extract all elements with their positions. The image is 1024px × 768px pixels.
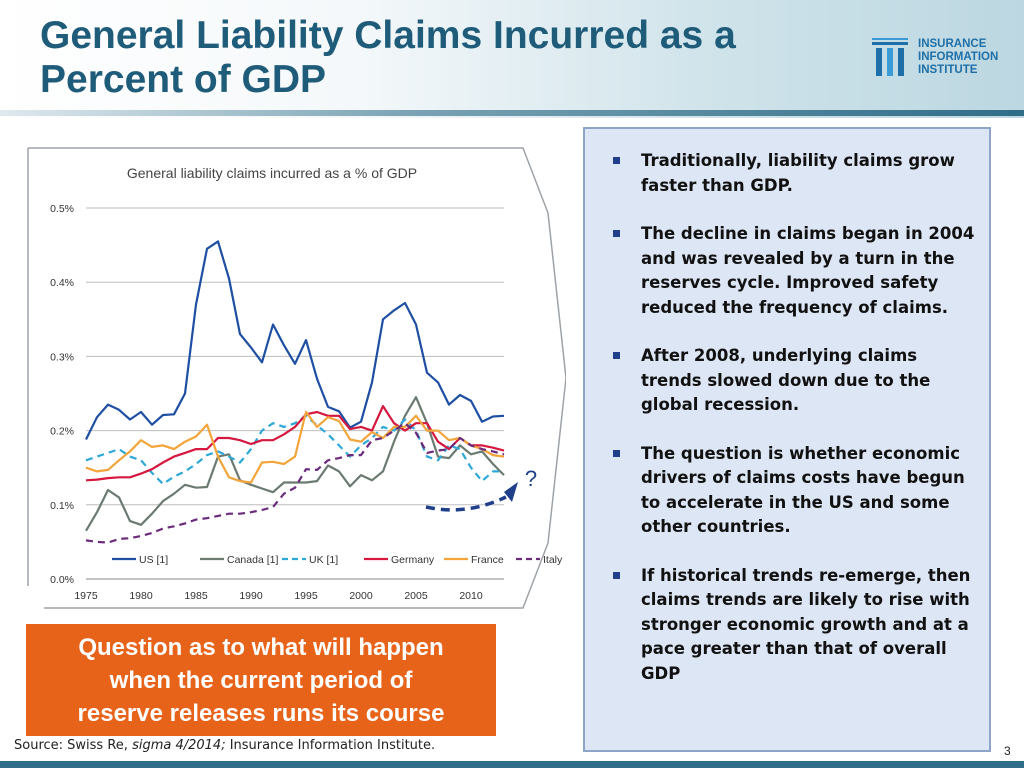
question-mark: ? [525, 466, 537, 491]
y-tick-label: 0.1% [50, 500, 74, 512]
question-callout: Question as to what will happen when the… [26, 624, 496, 736]
source-publication: sigma 4/2014; [132, 738, 226, 753]
x-tick-label: 1975 [74, 590, 98, 602]
bullet-square-icon [613, 157, 620, 164]
bullet-square-icon [613, 352, 620, 359]
legend-label: Germany [391, 554, 435, 566]
bullet-list: Traditionally, liability claims grow fas… [605, 149, 980, 710]
page-number: 3 [1004, 744, 1011, 758]
bullet-text: The decline in claims began in 2004 and … [641, 224, 975, 317]
projection-arrow [425, 495, 507, 512]
series-line [85, 396, 505, 532]
x-tick-label: 2005 [404, 590, 428, 602]
bullet-item: If historical trends re-emerge, then cla… [605, 564, 980, 687]
series-lines [85, 240, 505, 544]
iii-logo-icon [872, 38, 908, 76]
chart-legend: US [1] Canada [1] UK [1] Germany France Italy [112, 554, 563, 566]
line-chart: General liability claims incurred as a %… [27, 147, 567, 609]
bullet-text: The question is whether economic drivers… [641, 443, 965, 537]
bullet-square-icon [613, 449, 620, 457]
bullet-item: Traditionally, liability claims grow fas… [605, 149, 980, 198]
y-tick-label: 0.5% [50, 203, 74, 215]
source-prefix: Source: Swiss Re, [14, 738, 133, 753]
chart-title: General liability claims incurred as a %… [127, 165, 417, 181]
y-tick-label: 0.4% [50, 277, 74, 289]
y-tick-label: 0.3% [50, 351, 74, 363]
y-axis-ticks: 0.0% 0.1% 0.2% 0.3% 0.4% 0.5% [50, 203, 74, 586]
x-tick-label: 1985 [184, 590, 208, 602]
series-line [85, 414, 504, 486]
chart-container: General liability claims incurred as a %… [26, 146, 567, 611]
x-tick-label: 1980 [129, 590, 153, 602]
bullet-text: Traditionally, liability claims grow fas… [641, 151, 955, 195]
legend-label: UK [1] [309, 554, 338, 566]
legend-label: Italy [543, 554, 563, 566]
bottom-band [0, 761, 1024, 768]
header-band [0, 0, 1024, 118]
bullet-item: The decline in claims began in 2004 and … [605, 222, 980, 320]
legend-label: France [471, 554, 504, 566]
projection-arrowhead [504, 482, 518, 502]
series-line [85, 240, 505, 440]
commentary-panel: Traditionally, liability claims grow fas… [583, 127, 991, 752]
series-line [85, 422, 505, 544]
x-tick-label: 1995 [294, 590, 318, 602]
bullet-text: After 2008, underlying claims trends slo… [641, 346, 931, 414]
bullet-square-icon [613, 571, 620, 579]
bullet-text: If historical trends re-emerge, then cla… [641, 565, 971, 683]
x-axis-ticks: 1975 1980 1985 1990 1995 2000 2005 2010 [74, 590, 483, 602]
x-tick-label: 2000 [349, 590, 373, 602]
legend-label: US [1] [139, 554, 168, 566]
bullet-square-icon [613, 230, 620, 237]
logo-text: INSURANCE INFORMATION INSTITUTE [918, 38, 999, 76]
source-suffix: Insurance Information Institute. [225, 738, 436, 753]
series-line [85, 405, 505, 482]
y-tick-label: 0.2% [50, 426, 74, 438]
grid-lines [86, 207, 504, 580]
iii-logo: INSURANCE INFORMATION INSTITUTE [870, 36, 1020, 82]
bullet-item: The question is whether economic drivers… [605, 442, 980, 540]
header-rule [0, 110, 1024, 116]
bullet-item: After 2008, underlying claims trends slo… [605, 344, 980, 418]
x-tick-label: 2010 [459, 590, 483, 602]
slide-title: General Liability Claims Incurred as a P… [40, 14, 736, 101]
legend-label: Canada [1] [227, 554, 278, 566]
chart-frame [28, 147, 567, 609]
source-note: Source: Swiss Re, sigma 4/2014; Insuranc… [14, 738, 435, 753]
x-tick-label: 1990 [239, 590, 263, 602]
y-tick-label: 0.0% [50, 574, 74, 586]
series-line [85, 410, 505, 484]
